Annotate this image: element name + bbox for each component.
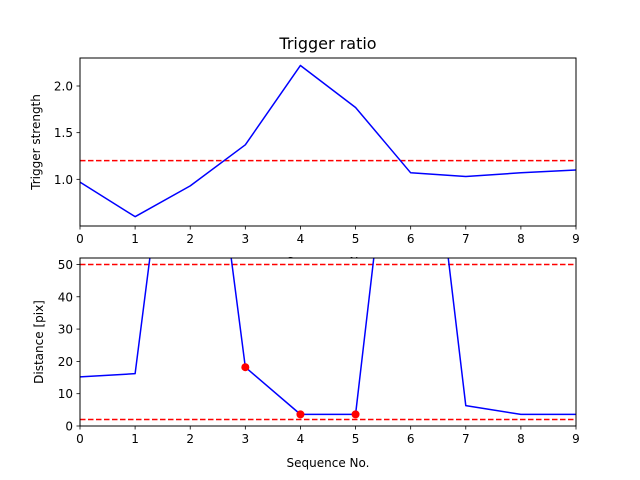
bottom-chart-data-line [80,258,576,416]
top-chart-x-tick-label: 0 [76,232,84,246]
top-chart-x-tick-label: 5 [352,232,360,246]
top-chart-x-tick-label: 1 [131,232,139,246]
top-chart-x-tick-label: 3 [242,232,250,246]
top-chart-x-tick-label: 9 [572,232,580,246]
bottom-chart-y-tick-label: 0 [65,420,73,434]
top-chart-data-line [80,64,576,218]
bottom-chart-background [80,258,576,426]
top-chart-x-tick-label: 8 [517,232,525,246]
top-chart-x-tick-label: 6 [407,232,415,246]
bottom-chart-y-tick-label: 50 [58,258,73,272]
bottom-chart-x-tick-label: 9 [572,432,580,446]
bottom-chart-marker [241,363,250,372]
bottom-chart: 0 1 2 3 4 5 6 7 8 9 0 10 20 30 40 50 Distance [pix] Se… [32,257,580,470]
bottom-chart-frame [79,257,577,427]
bottom-chart-x-tick-label: 6 [407,432,415,446]
bottom-chart-x-tick-label: 7 [462,432,470,446]
top-chart-x-ticks: 0 1 2 3 4 5 6 7 8 9 [76,226,580,246]
top-chart-series [80,64,576,218]
bottom-chart-x-tick-label: 5 [352,432,360,446]
bottom-chart-x-tick-label: 8 [517,432,525,446]
top-chart: 0 1 2 3 4 5 6 7 8 9 1.0 1.5 2.0 Trigger ratio Trigg… [29,34,580,269]
top-chart-title: Trigger ratio [278,34,376,53]
bottom-chart-series [80,258,576,421]
top-chart-x-tick-label: 7 [462,232,470,246]
top-chart-y-ticks: 1.0 1.5 2.0 [54,80,80,187]
bottom-chart-y-tick-label: 30 [58,323,73,337]
bottom-chart-marker [296,410,305,419]
top-chart-y-tick-label: 1.0 [54,173,73,187]
top-chart-x-tick-label: 2 [186,232,194,246]
bottom-chart-y-tick-label: 20 [58,355,73,369]
bottom-chart-x-tick-label: 0 [76,432,84,446]
top-chart-y-axis-label: Trigger strength [29,94,43,191]
top-chart-y-tick-label: 2.0 [54,80,73,94]
bottom-chart-x-tick-label: 1 [131,432,139,446]
bottom-chart-x-ticks: 0 1 2 3 4 5 6 7 8 9 [76,426,580,446]
bottom-chart-x-tick-label: 4 [297,432,305,446]
top-chart-x-tick-label: 4 [297,232,305,246]
bottom-chart-x-tick-label: 2 [186,432,194,446]
bottom-chart-y-tick-label: 40 [58,290,73,304]
bottom-chart-y-ticks: 0 10 20 30 40 50 [58,258,80,434]
top-chart-frame [79,57,577,227]
bottom-chart-y-axis-label: Distance [pix] [32,300,46,384]
top-chart-y-tick-label: 1.5 [54,126,73,140]
bottom-chart-x-tick-label: 3 [242,432,250,446]
bottom-chart-y-tick-label: 10 [58,387,73,401]
bottom-chart-x-axis-label: Sequence No. [287,456,370,470]
bottom-chart-marker [351,410,360,419]
